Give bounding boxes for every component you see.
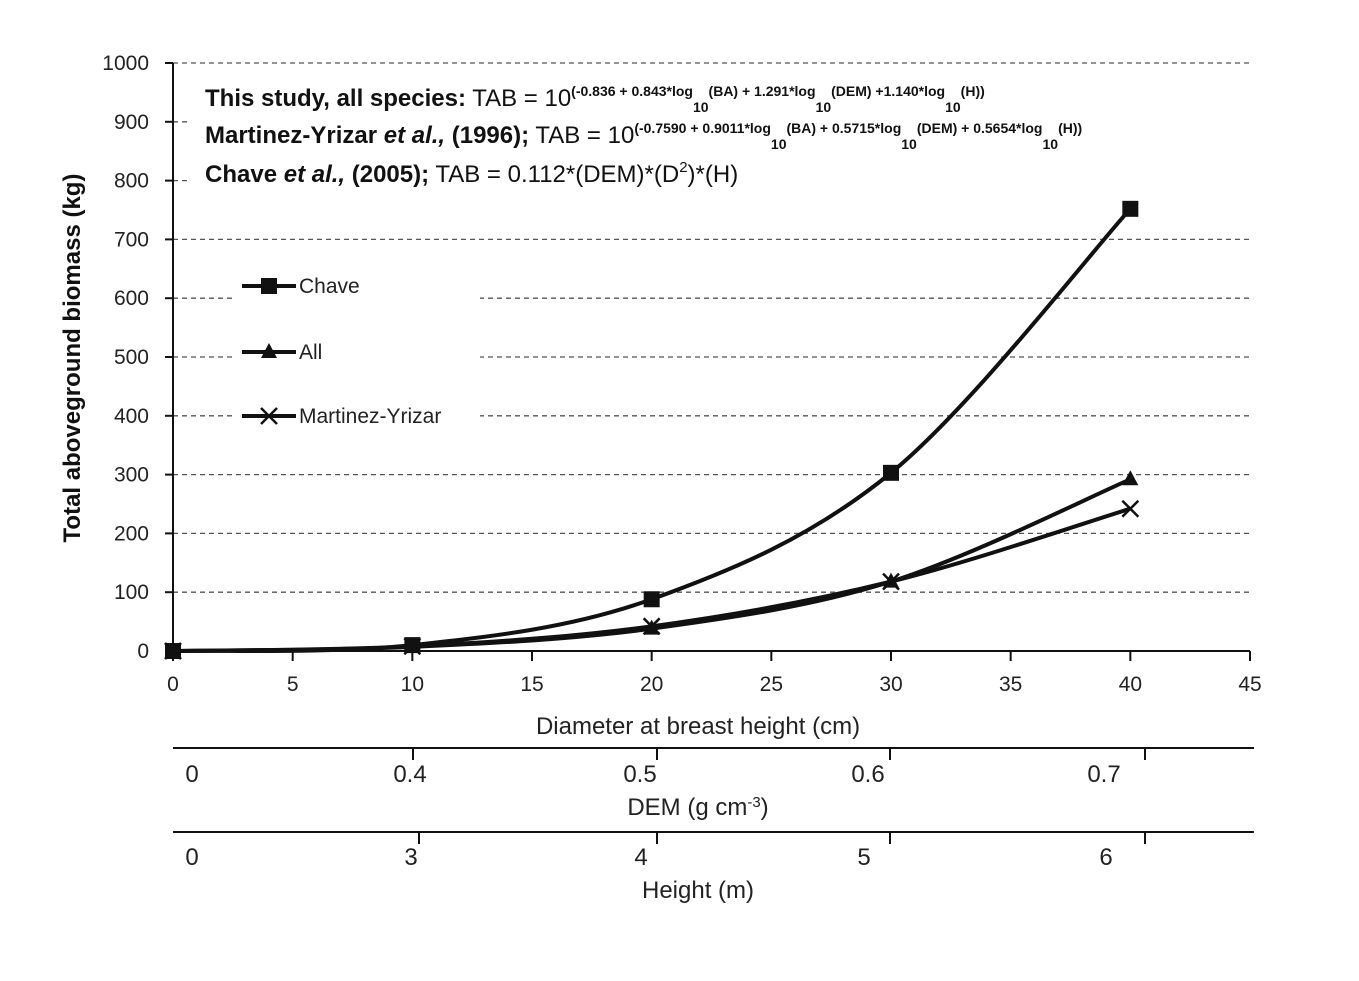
- dem-tick-label: 0.6: [851, 761, 884, 788]
- height-tick-label: 3: [404, 844, 417, 871]
- equation-this-study: This study, all species: TAB = 10(-0.836…: [205, 83, 985, 115]
- equation-martinez: Martinez-Yrizar et al., (1996); TAB = 10…: [205, 120, 1082, 152]
- legend: Chave All Martinez-Yrizar: [242, 275, 441, 428]
- legend-label-martinez-yrizar: Martinez-Yrizar: [299, 405, 441, 428]
- dem-axis: 0 0.4 0.5 0.6 0.7 DEM (g cm-3): [173, 747, 1254, 822]
- x-tick-label: 30: [879, 673, 902, 696]
- x-tick-label: 45: [1238, 673, 1261, 696]
- series-group: [164, 200, 1140, 660]
- series-martinez-yrizar: [164, 499, 1140, 660]
- y-tick-label: 900: [114, 111, 149, 134]
- y-tick-label: 400: [114, 405, 149, 428]
- y-tick-label: 800: [114, 170, 149, 193]
- x-axis-title: Diameter at breast height (cm): [536, 713, 860, 740]
- dem-tick-label: 0: [185, 761, 198, 788]
- height-axis: 0 3 4 5 6 Height (m): [173, 831, 1254, 904]
- y-tick-label: 700: [114, 228, 149, 251]
- y-tick-label: 200: [114, 522, 149, 545]
- legend-item-martinez-yrizar: Martinez-Yrizar: [242, 405, 441, 428]
- data-point-martinez-yrizar: [403, 637, 422, 656]
- y-tick-labels: 0 100 200 300 400 500 600 700 800 900 1000: [102, 52, 149, 663]
- x-tick-label: 25: [760, 673, 783, 696]
- height-tick-label: 0: [185, 844, 198, 871]
- x-tick-label: 0: [167, 673, 179, 696]
- legend-label-all: All: [299, 341, 322, 364]
- equation-chave: Chave et al., (2005); TAB = 0.112*(DEM)*…: [205, 159, 738, 188]
- x-tick-label: 5: [287, 673, 299, 696]
- dem-tick-label: 0.5: [623, 761, 656, 788]
- height-tick-label: 6: [1099, 844, 1112, 871]
- dem-tick-label: 0.4: [393, 761, 426, 788]
- dem-tick-label: 0.7: [1087, 761, 1120, 788]
- equation-box-background: [190, 74, 1310, 194]
- data-point-all: [1122, 470, 1139, 486]
- legend-item-all: All: [242, 341, 322, 364]
- x-tick-labels: 0 5 10 15 20 25 30 35 40 45: [167, 673, 1262, 696]
- x-tick-label: 15: [520, 673, 543, 696]
- height-axis-title: Height (m): [642, 877, 754, 904]
- y-tick-label: 100: [114, 581, 149, 604]
- x-tick-label: 20: [640, 673, 663, 696]
- x-tick-label: 40: [1119, 673, 1142, 696]
- data-point-martinez-yrizar: [1121, 499, 1140, 518]
- legend-label-chave: Chave: [299, 275, 360, 298]
- x-tick-label: 10: [401, 673, 424, 696]
- y-tick-label: 600: [114, 287, 149, 310]
- data-point-martinez-yrizar: [882, 572, 900, 591]
- legend-marker-martinez-yrizar: [260, 407, 278, 425]
- data-point-chave: [1122, 200, 1139, 217]
- dem-axis-title: DEM (g cm-3): [627, 794, 768, 822]
- legend-marker-all: [261, 343, 277, 358]
- y-tick-label: 500: [114, 346, 149, 369]
- y-tick-label: 0: [137, 640, 149, 663]
- data-point-martinez-yrizar: [164, 642, 182, 660]
- x-tick-label: 35: [999, 673, 1022, 696]
- height-tick-label: 5: [857, 844, 870, 871]
- height-tick-label: 4: [634, 844, 647, 871]
- data-point-martinez-yrizar: [642, 617, 661, 636]
- data-point-chave: [643, 591, 660, 608]
- equations: This study, all species: TAB = 10(-0.836…: [205, 83, 1082, 188]
- legend-item-chave: Chave: [242, 275, 360, 298]
- legend-marker-chave: [261, 278, 277, 294]
- y-axis-title: Total aboveground biomass (kg): [59, 174, 86, 543]
- data-point-chave: [883, 464, 899, 481]
- y-tick-label: 1000: [102, 52, 149, 75]
- y-tick-label: 300: [114, 464, 149, 487]
